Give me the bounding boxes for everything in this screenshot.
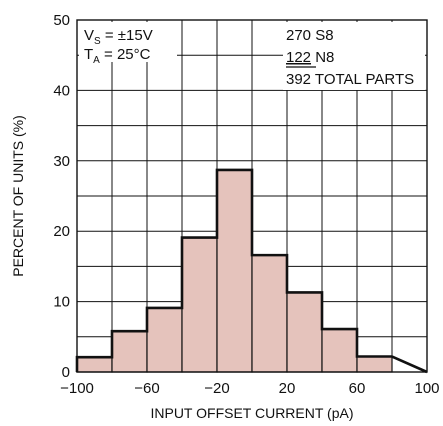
parts-s8-label: 270 S8: [286, 27, 334, 44]
conditions-label-background: [79, 22, 177, 62]
vs-subscript: S: [94, 36, 101, 47]
y-tick-label: 10: [53, 294, 70, 311]
histogram-bar: [356, 355, 393, 373]
y-axis-label: PERCENT OF UNITS (%): [10, 115, 26, 277]
y-tick-label: 40: [53, 82, 70, 99]
ta-symbol: T: [84, 46, 93, 63]
x-tick-label: −60: [134, 380, 159, 397]
plot-frame: [76, 19, 428, 373]
x-tick-label: 20: [279, 380, 296, 397]
y-tick-label: 20: [53, 223, 70, 240]
histogram-bar: [111, 330, 148, 373]
histogram-bar: [321, 328, 358, 373]
vs-value: = ±15V: [101, 27, 153, 44]
histogram-bar: [216, 169, 253, 373]
parts-n8-label: 122 N8: [286, 49, 334, 66]
parts-total-count: 392: [286, 71, 311, 88]
parts-n8-text: N8: [311, 49, 334, 66]
parts-total-label: 392 TOTAL PARTS: [286, 71, 414, 88]
parts-n8-count: 122: [286, 49, 311, 66]
y-tick-labels: 0 10 20 30 40 50: [53, 12, 70, 381]
ta-subscript: A: [93, 55, 100, 66]
ta-value: = 25°C: [100, 46, 151, 63]
histogram-bar: [76, 356, 113, 373]
histogram-bar: [146, 307, 183, 373]
histogram-bar: [251, 254, 288, 373]
histogram-bar: [181, 236, 218, 373]
y-tick-label: 0: [62, 364, 70, 381]
histogram-bar: [286, 291, 323, 373]
histogram-outline: [75, 168, 428, 374]
x-axis-label: INPUT OFFSET CURRENT (pA): [150, 405, 353, 421]
x-tick-label: −100: [60, 380, 94, 397]
y-tick-label: 30: [53, 153, 70, 170]
y-tick-label: 50: [53, 12, 70, 29]
temperature-label: TA = 25°C: [84, 46, 151, 66]
x-tick-label: 100: [414, 380, 439, 397]
vs-symbol: V: [84, 27, 94, 44]
x-tick-labels: −100 −60 −20 20 60 100: [60, 380, 439, 397]
parts-total-text: TOTAL PARTS: [311, 71, 414, 88]
x-tick-label: −20: [204, 380, 229, 397]
x-tick-label: 60: [349, 380, 366, 397]
parts-label-background: [283, 22, 425, 90]
supply-voltage-label: VS = ±15V: [84, 27, 153, 47]
